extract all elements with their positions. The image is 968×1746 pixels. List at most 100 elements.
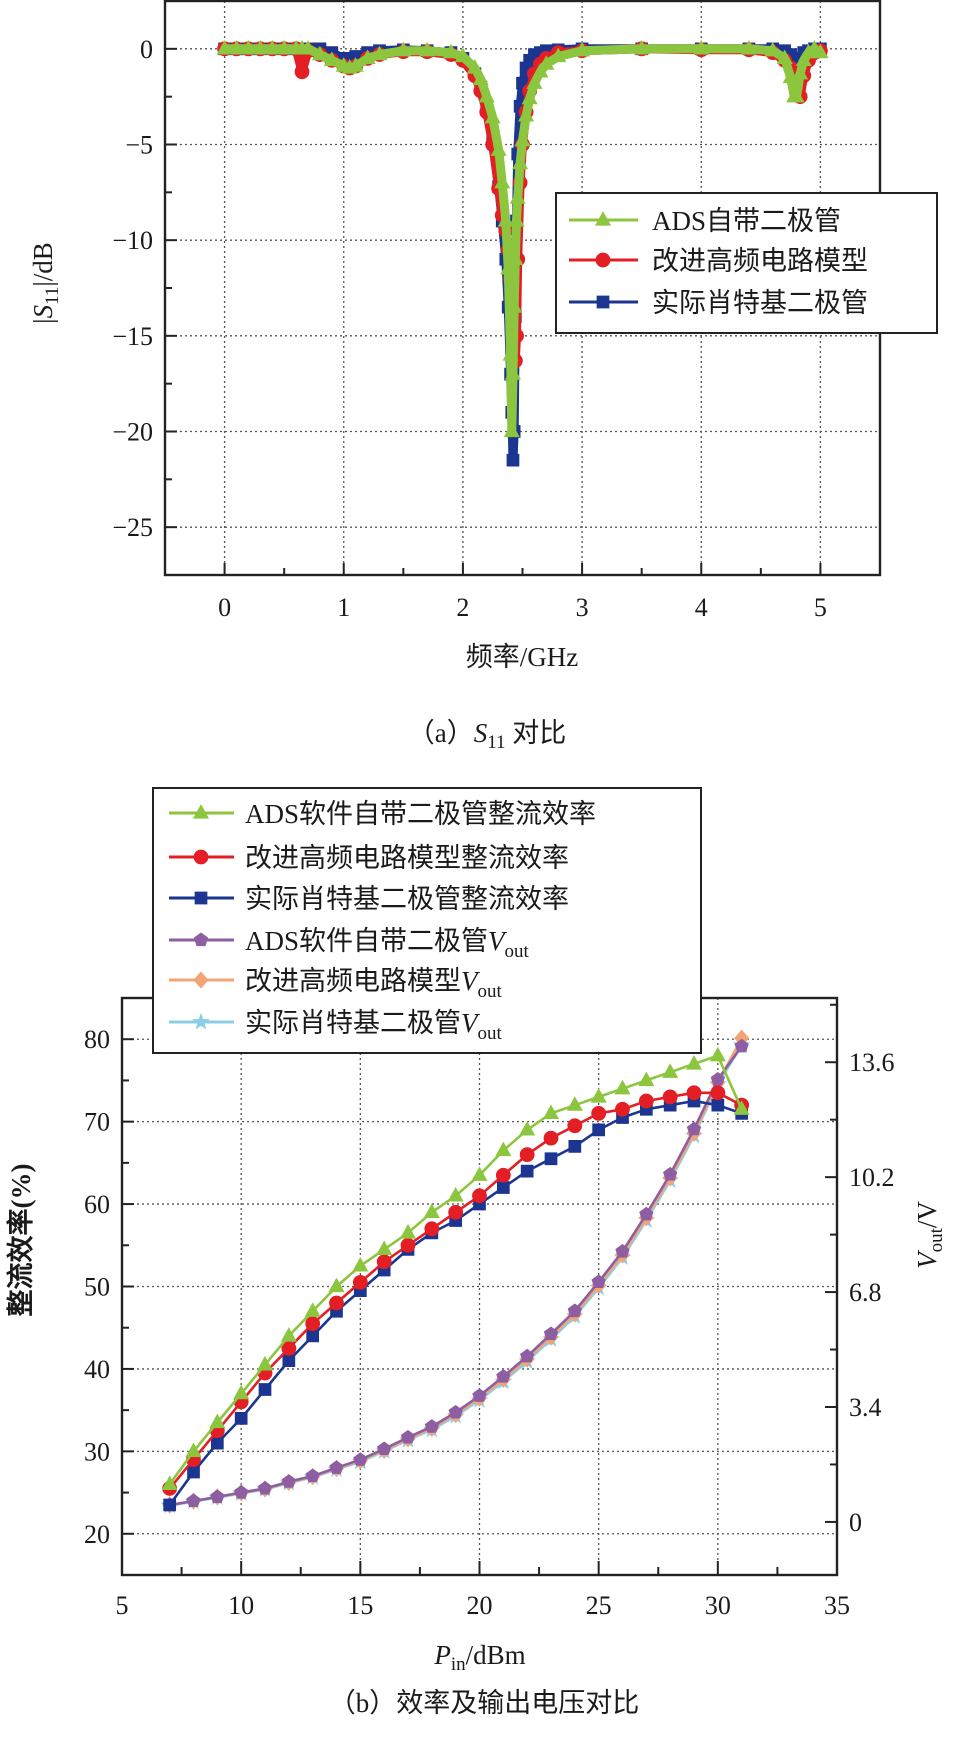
data-point-triangle xyxy=(509,189,526,204)
legend-label-sub: out xyxy=(478,1023,503,1044)
data-point-triangle xyxy=(472,70,489,86)
data-point-pentagon xyxy=(186,1493,201,1507)
series-circle xyxy=(162,1085,750,1496)
data-point-square xyxy=(520,1164,534,1178)
data-point-triangle xyxy=(447,1186,464,1202)
y-left-axis-label: 整流效率(%) xyxy=(5,1164,36,1317)
data-point-square xyxy=(544,1152,558,1166)
data-point-triangle xyxy=(161,1475,178,1490)
data-point-square xyxy=(506,453,520,467)
data-point-circle xyxy=(543,1130,559,1146)
data-point-pentagon xyxy=(734,1038,749,1053)
legend-label-var: V xyxy=(461,966,481,996)
y-axis-label: |S11|/dB xyxy=(28,242,63,324)
y-left-tick-label: 30 xyxy=(84,1437,110,1466)
legend-label-text: ADS软件自带二极管整流效率 xyxy=(245,799,596,829)
data-point-pentagon xyxy=(210,1489,225,1503)
data-point-triangle xyxy=(494,173,511,189)
data-point-triangle xyxy=(185,1442,202,1458)
series-line xyxy=(168,1099,743,1506)
data-point-circle xyxy=(305,1316,321,1331)
data-point-square xyxy=(568,1140,582,1153)
data-point-square xyxy=(234,1412,248,1425)
data-point-square xyxy=(496,1181,510,1194)
y-tick-label: −20 xyxy=(112,418,153,447)
legend-marker-square xyxy=(596,295,610,309)
y-left-tick-label: 40 xyxy=(84,1355,110,1384)
data-point-triangle xyxy=(264,39,281,55)
data-point-triangle xyxy=(776,49,793,65)
caption-a: （a）S11 对比 xyxy=(408,718,567,753)
legend-marker-circle xyxy=(193,849,209,865)
data-point-pentagon xyxy=(686,1121,702,1136)
y-left-tick-label: 60 xyxy=(84,1190,110,1219)
data-point-triangle xyxy=(454,47,471,63)
series-line xyxy=(169,1045,743,1507)
y-tick-label: −10 xyxy=(112,226,153,255)
x-tick-label: 30 xyxy=(705,1591,731,1620)
data-point-triangle xyxy=(500,259,517,275)
data-point-square xyxy=(592,1123,606,1137)
data-point-pentagon xyxy=(543,1326,559,1341)
data-point-pentagon xyxy=(520,1348,535,1363)
data-point-triangle xyxy=(399,1224,417,1239)
data-point-triangle xyxy=(685,1055,703,1070)
legend-label-var: V xyxy=(488,926,508,956)
legend-marker-triangle xyxy=(192,804,210,819)
data-point-circle xyxy=(400,1237,416,1253)
x-tick-label: 2 xyxy=(456,593,469,622)
grid xyxy=(122,998,837,1575)
legend-marker-diamond xyxy=(193,971,209,989)
legend-label: 实际肖特基二极管整流效率 xyxy=(245,884,569,914)
data-point-triangle xyxy=(395,41,412,57)
data-point-triangle xyxy=(371,45,388,61)
data-point-triangle xyxy=(633,39,650,55)
y-right-tick-label: 13.6 xyxy=(849,1048,895,1077)
data-point-triangle xyxy=(276,39,293,55)
legend-label: ADS自带二极管 xyxy=(652,206,841,236)
x-tick-label: 20 xyxy=(467,1591,493,1620)
data-point-triangle xyxy=(256,1355,274,1371)
series-pentagon xyxy=(162,1038,749,1512)
data-point-circle xyxy=(448,1204,464,1220)
data-point-square xyxy=(306,1329,320,1343)
data-point-triangle xyxy=(566,1096,583,1111)
data-point-circle xyxy=(662,1089,678,1105)
y-left-tick-label: 50 xyxy=(84,1273,110,1302)
data-point-triangle xyxy=(503,422,520,438)
data-point-triangle xyxy=(638,1071,655,1087)
data-point-pentagon xyxy=(234,1485,249,1499)
data-point-circle xyxy=(567,1118,583,1134)
data-point-pentagon xyxy=(567,1303,582,1318)
data-point-pentagon xyxy=(472,1388,487,1402)
data-point-triangle xyxy=(216,39,233,55)
data-point-triangle xyxy=(419,41,436,57)
data-point-triangle xyxy=(347,57,364,72)
x-axis-label: Pin/dBm xyxy=(433,1640,525,1675)
data-point-circle xyxy=(329,1295,344,1311)
data-point-triangle xyxy=(323,51,340,66)
data-point-triangle xyxy=(240,39,257,55)
data-point-triangle xyxy=(352,1257,369,1272)
series-diamond xyxy=(162,1029,750,1514)
legend-label: 改进高频电路模型Vout xyxy=(245,966,503,1002)
legend-label-text: ADS软件自带二极管 xyxy=(245,926,488,956)
y-left-tick-label: 20 xyxy=(84,1520,110,1549)
data-point-pentagon xyxy=(615,1244,630,1258)
data-point-pentagon xyxy=(400,1429,416,1444)
data-point-triangle xyxy=(299,39,317,55)
y-tick-label: −15 xyxy=(112,322,153,351)
data-point-square xyxy=(210,1436,224,1450)
data-point-pentagon xyxy=(663,1166,678,1181)
data-point-triangle xyxy=(328,1277,345,1293)
data-point-triangle xyxy=(442,43,460,59)
data-point-circle xyxy=(591,1106,607,1121)
data-point-pentagon xyxy=(257,1481,273,1495)
legend-label: 改进高频电路模型整流效率 xyxy=(245,843,569,873)
legend-label-sub: out xyxy=(505,941,530,962)
legend-label-text: 改进高频电路模型 xyxy=(245,966,461,996)
y-left-tick-label: 80 xyxy=(84,1025,110,1054)
x-tick-label: 1 xyxy=(337,593,350,622)
